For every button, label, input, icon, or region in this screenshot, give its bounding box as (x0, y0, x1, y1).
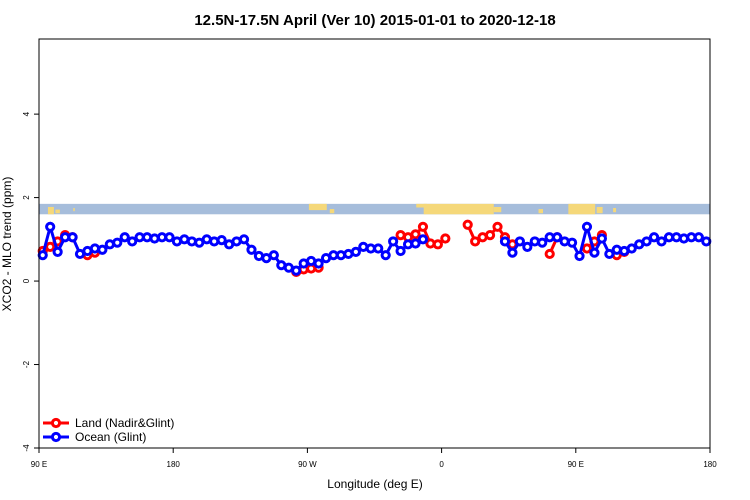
ocean-series-point (589, 247, 600, 258)
land-shape (596, 206, 603, 214)
land-shape (308, 203, 327, 211)
land-series-point (492, 221, 503, 232)
ocean-series-point (514, 236, 525, 247)
ocean-series-point (417, 234, 429, 245)
x-tick-label: 90 E (31, 460, 47, 469)
land-shape (613, 208, 617, 213)
plot-frame (38, 38, 711, 449)
ocean-series-point (507, 247, 518, 258)
y-tick-label: 2 (22, 195, 31, 200)
land-series-point (484, 230, 496, 241)
legend-swatch-marker (50, 431, 62, 443)
land-series-point (45, 241, 56, 252)
land-series-point (462, 219, 473, 230)
legend-entry-label: Land (Nadir&Glint) (75, 416, 174, 430)
ocean-series-point (216, 235, 227, 246)
land-shape (47, 206, 54, 215)
ocean-series-point (291, 265, 302, 276)
land-series-point (581, 243, 593, 254)
x-tick-label: 180 (703, 460, 717, 469)
ocean-series-point (574, 250, 585, 262)
land-series-point (432, 239, 443, 250)
ocean-series-point (648, 232, 660, 243)
ocean-series-point (537, 237, 548, 248)
ocean-series-point (522, 241, 533, 252)
ocean-series-point (626, 243, 637, 254)
ocean-series-point (119, 232, 130, 243)
land-shape (538, 209, 543, 214)
ocean-series-point (656, 236, 667, 247)
ocean-series-point (37, 250, 48, 261)
ocean-series-point (373, 243, 384, 254)
land-shape (73, 208, 75, 212)
y-tick-label: 4 (22, 111, 31, 116)
legend-entry-label: Ocean (Glint) (75, 430, 146, 444)
ocean-series-point (127, 236, 138, 247)
ocean-series-point (641, 236, 652, 247)
ocean-series-point (313, 258, 324, 269)
land-shape (55, 209, 60, 214)
land-series-point (544, 248, 555, 260)
x-tick-label: 0 (439, 460, 444, 469)
ocean-series-point (246, 244, 257, 255)
y-axis-label: XCO2 - MLO trend (ppm) (0, 177, 14, 312)
land-series-point (410, 229, 421, 240)
ocean-series-point (499, 236, 511, 247)
x-tick-label: 180 (167, 460, 181, 469)
ocean-series-point (693, 232, 704, 243)
ocean-series-point (552, 232, 563, 243)
plot-series (37, 219, 712, 277)
ocean-series-point (67, 232, 78, 243)
ocean-series-point (52, 246, 63, 257)
y-tick-label: 0 (22, 278, 31, 283)
ocean-series-point (388, 236, 399, 247)
x-tick-label: 90 W (298, 460, 317, 469)
ocean-series-point (380, 250, 391, 261)
ocean-series-point (701, 236, 712, 247)
ocean-series-point (581, 221, 593, 232)
ocean-series-point (194, 237, 205, 248)
land-series-point (470, 236, 481, 247)
y-tick-label: -2 (22, 360, 31, 368)
x-axis: 90 E 180 90 W 0 90 E 180 (31, 448, 717, 469)
ocean-series-point (395, 245, 406, 257)
ocean-series-point (604, 248, 615, 260)
land-shape (329, 209, 335, 214)
x-tick-label: 90 E (568, 460, 584, 469)
chart-title: 12.5N-17.5N April (Ver 10) 2015-01-01 to… (194, 12, 555, 29)
ocean-series-point (566, 237, 578, 248)
ocean-series-point (596, 233, 607, 244)
land-ocean-band (39, 203, 710, 215)
legend: Land (Nadir&Glint)Ocean (Glint) (43, 416, 174, 444)
ocean-series-point (45, 221, 56, 232)
ocean-series-point (238, 234, 250, 245)
land-shape (416, 203, 427, 208)
land-shape (568, 203, 596, 215)
ocean-series-point (268, 250, 279, 261)
land-shape (423, 203, 494, 215)
y-tick-label: -4 (22, 444, 31, 452)
ocean-band (39, 203, 710, 215)
land-series-point (417, 221, 429, 232)
ocean-series-point (164, 232, 175, 243)
legend-swatch-marker (50, 417, 62, 429)
ocean-series-point (410, 238, 421, 249)
x-axis-label: Longitude (deg E) (327, 477, 422, 491)
ocean-series-point (112, 237, 123, 248)
y-axis: -4 -2 0 2 4 (22, 111, 39, 452)
ocean-series-point (350, 246, 361, 257)
land-series-point (440, 233, 451, 244)
ocean-series-point (97, 244, 108, 255)
land-shape (493, 206, 502, 213)
